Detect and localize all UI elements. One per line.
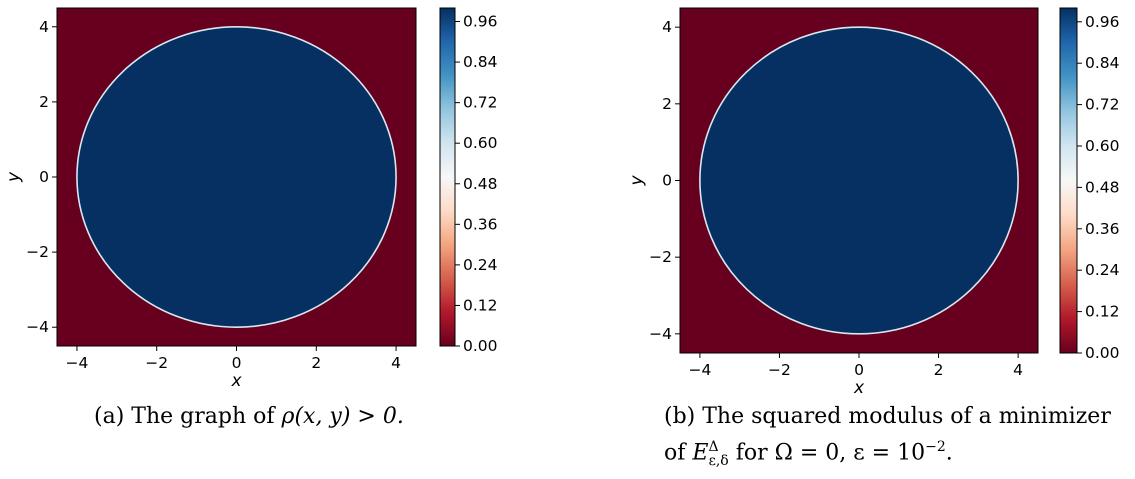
colorbar-tick-label: 0.60	[1085, 137, 1120, 155]
colorbar-tick-label: 0.12	[1085, 303, 1120, 321]
x-tick-label: −2	[768, 361, 791, 379]
caption-b-line2: of EΔε,δ for Ω = 0, ε = 10−2.	[664, 432, 1111, 476]
x-tick-label: −4	[66, 354, 89, 372]
y-tick-label: −4	[26, 318, 49, 336]
colorbar-tick-label: 0.96	[1085, 13, 1120, 31]
colorbar-tick-label: 0.36	[463, 215, 498, 233]
caption-b-energy: E	[692, 440, 709, 466]
panel-b: −4 −2 0 2 4 4 2 0 −2 −4 x y 0.96 0.84 0.72 0.60 0.48 0.36…	[627, 7, 1120, 398]
x-tick-label: −2	[145, 354, 168, 372]
x-tick-label: 2	[311, 354, 321, 372]
colorbar-tick-label: 0.36	[1085, 220, 1120, 238]
caption-a-math: ρ(x, y) > 0.	[281, 404, 404, 429]
y-tick-label: 2	[662, 95, 672, 113]
caption-b-exp: −2	[925, 439, 946, 455]
caption-b-dot: .	[945, 440, 953, 466]
colorbar	[439, 7, 456, 347]
y-tick-label: −2	[649, 248, 672, 266]
x-tick-label: −4	[688, 361, 711, 379]
x-axis-label: x	[230, 371, 242, 391]
y-tick-label: −2	[26, 243, 49, 261]
y-axis-label: y	[627, 175, 647, 187]
colorbar-tick-label: 0.24	[1085, 261, 1120, 279]
heatmap-inside-disk	[76, 25, 397, 329]
y-tick-label: 2	[39, 93, 49, 111]
y-axis-label: y	[4, 171, 24, 183]
x-tick-label: 0	[232, 354, 242, 372]
colorbar-tick-label: 0.00	[463, 337, 498, 355]
colorbar-tick-label: 0.96	[463, 13, 498, 31]
y-tick-label: 4	[662, 18, 672, 36]
y-tick-label: −4	[649, 325, 672, 343]
caption-b-eps: ε = 10	[853, 440, 926, 466]
y-tick-label: 0	[662, 172, 672, 190]
caption-a-text: The graph of	[131, 404, 275, 429]
colorbar-tick-label: 0.84	[463, 53, 498, 71]
caption-b-energy-sup: Δ	[708, 439, 719, 455]
colorbar-tick-label: 0.72	[463, 94, 498, 112]
caption-b-for: for	[735, 440, 768, 466]
colorbar-tick-label: 0.00	[1085, 344, 1120, 362]
colorbar	[1059, 7, 1078, 354]
caption-b: (b) The squared modulus of a minimizer o…	[664, 402, 1111, 476]
x-tick-label: 2	[934, 361, 944, 379]
colorbar-tick-label: 0.48	[1085, 178, 1120, 196]
panel-a: −4 −2 0 2 4 4 2 0 −2 −4 x y 0.96 0.84 0.72 0.60 0.48 0.36…	[4, 7, 498, 391]
colorbar-tick-label: 0.60	[463, 134, 498, 152]
caption-b-tag: (b)	[664, 404, 696, 429]
caption-a-tag: (a)	[94, 404, 125, 429]
y-tick-label: 0	[39, 168, 49, 186]
colorbar-tick-label: 0.48	[463, 175, 498, 193]
x-axis-label: x	[853, 378, 865, 398]
heatmap-inside-disk	[699, 26, 1019, 335]
colorbar-tick-label: 0.84	[1085, 54, 1120, 72]
x-tick-label: 0	[854, 361, 864, 379]
caption-b-text: The squared modulus of a minimizer	[702, 404, 1111, 429]
colorbar-tick-label: 0.72	[1085, 96, 1120, 114]
caption-a: (a) The graph of ρ(x, y) > 0.	[94, 402, 404, 432]
x-tick-label: 4	[1013, 361, 1023, 379]
caption-b-energy-sub: ε,δ	[708, 452, 729, 469]
colorbar-tick-label: 0.24	[463, 256, 498, 274]
y-tick-label: 4	[39, 18, 49, 36]
caption-b-omega: Ω = 0,	[774, 440, 847, 466]
caption-b-line1: (b) The squared modulus of a minimizer	[664, 402, 1111, 432]
caption-b-of: of	[664, 440, 686, 466]
colorbar-tick-label: 0.12	[463, 296, 498, 314]
x-tick-label: 4	[391, 354, 401, 372]
